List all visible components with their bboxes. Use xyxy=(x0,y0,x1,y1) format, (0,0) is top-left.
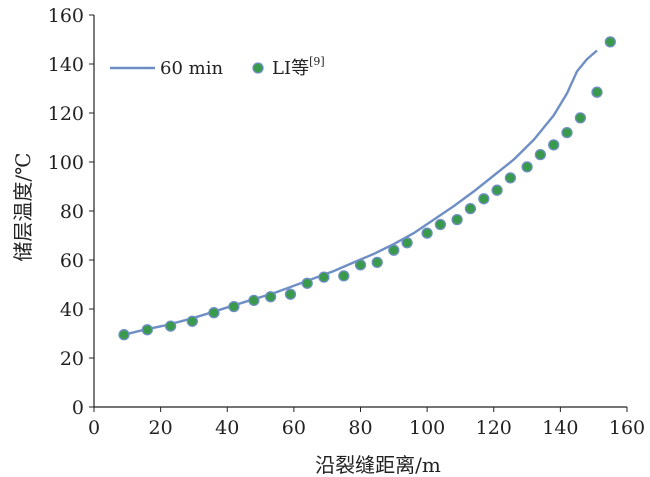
series-1 xyxy=(118,36,616,341)
data-point xyxy=(561,126,573,139)
y-tick-label: 140 xyxy=(48,54,84,76)
y-tick-label: 80 xyxy=(60,201,84,223)
data-point xyxy=(164,320,177,332)
y-tick-label: 20 xyxy=(60,348,84,370)
data-point xyxy=(574,112,587,124)
data-point xyxy=(534,148,547,161)
data-point xyxy=(548,139,560,151)
y-tick-label: 160 xyxy=(48,5,84,27)
x-tick-label: 160 xyxy=(609,417,645,439)
data-point xyxy=(248,294,260,307)
y-tick-label: 100 xyxy=(48,152,84,174)
data-point xyxy=(338,270,350,282)
legend-label-scatter-sup: [9] xyxy=(309,55,325,68)
data-point xyxy=(228,300,240,313)
data-point xyxy=(141,324,153,336)
data-point xyxy=(354,259,367,271)
y-tick-label: 60 xyxy=(60,250,84,272)
data-point xyxy=(388,244,400,256)
data-point xyxy=(591,86,603,98)
data-point xyxy=(491,184,503,196)
data-point xyxy=(118,329,130,341)
legend-label-scatter: LI等[9] xyxy=(272,55,325,79)
x-axis-title: 沿裂缝距离/m xyxy=(315,453,441,477)
data-point xyxy=(318,271,330,283)
data-point xyxy=(264,291,277,303)
data-point xyxy=(421,227,433,239)
y-tick-label: 40 xyxy=(60,299,84,321)
x-axis-ticks: 0 20 40 60 80 100 120 140 160 xyxy=(88,407,645,439)
data-point xyxy=(434,218,447,231)
data-point xyxy=(284,288,297,300)
data-point xyxy=(504,172,517,184)
y-tick-label: 120 xyxy=(48,103,84,125)
legend-label-line: 60 min xyxy=(160,58,223,79)
data-point xyxy=(401,237,413,249)
legend-marker-swatch xyxy=(252,62,264,74)
x-tick-label: 40 xyxy=(215,417,239,439)
series-0 xyxy=(123,49,598,336)
data-point xyxy=(208,307,220,319)
y-tick-label: 0 xyxy=(72,397,84,419)
series-line-60min xyxy=(123,49,598,336)
x-tick-label: 120 xyxy=(476,417,512,439)
x-tick-label: 140 xyxy=(542,417,578,439)
data-point xyxy=(478,193,490,205)
series-layer xyxy=(118,36,616,341)
legend-label-scatter-main: LI等 xyxy=(272,58,309,79)
data-point xyxy=(451,213,463,226)
data-point xyxy=(301,277,313,289)
y-axis-ticks: 0 20 40 60 80 100 120 140 160 xyxy=(48,5,94,419)
x-tick-label: 0 xyxy=(88,417,100,439)
x-tick-label: 100 xyxy=(409,417,445,439)
legend: 60 min LI等[9] xyxy=(110,55,325,79)
x-tick-label: 20 xyxy=(149,417,173,439)
data-point xyxy=(464,202,477,215)
data-point xyxy=(521,161,533,173)
y-axis-title: 储层温度/℃ xyxy=(11,152,35,261)
x-tick-label: 60 xyxy=(282,417,306,439)
data-point xyxy=(186,315,198,327)
data-point xyxy=(604,36,616,48)
data-point xyxy=(371,256,383,269)
x-tick-label: 80 xyxy=(348,417,372,439)
